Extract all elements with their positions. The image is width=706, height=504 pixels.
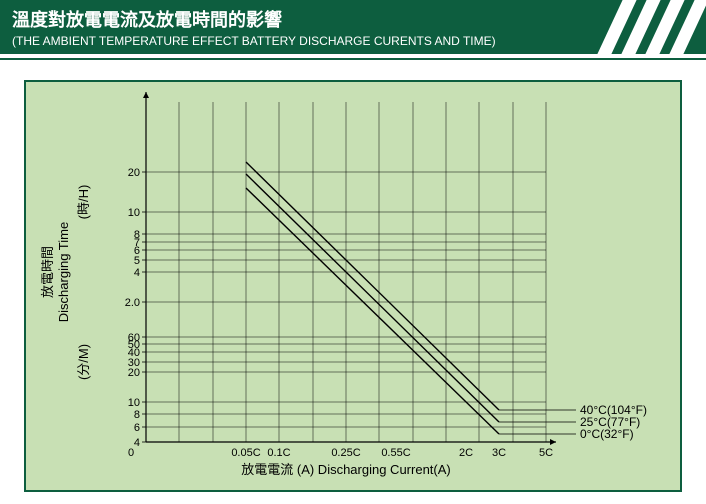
svg-text:(時/H): (時/H) <box>76 185 91 220</box>
svg-text:20: 20 <box>128 167 140 179</box>
svg-text:5C: 5C <box>539 447 553 459</box>
svg-text:2.0: 2.0 <box>125 297 140 309</box>
svg-text:0.25C: 0.25C <box>331 447 360 459</box>
svg-text:60: 60 <box>128 332 140 344</box>
svg-text:Discharging Time: Discharging Time <box>56 222 71 322</box>
discharge-chart: 4681020304050602.04567810200.05C0.1C0.25… <box>26 82 680 486</box>
svg-text:3C: 3C <box>492 447 506 459</box>
svg-text:0: 0 <box>128 447 134 459</box>
svg-text:0.55C: 0.55C <box>381 447 410 459</box>
svg-text:4: 4 <box>134 437 140 449</box>
svg-text:放電電流 (A) Discharging Current(A: 放電電流 (A) Discharging Current(A) <box>241 462 451 477</box>
header-stripes <box>586 0 706 54</box>
svg-text:0.1C: 0.1C <box>267 447 290 459</box>
svg-text:(分/M): (分/M) <box>76 344 91 380</box>
svg-text:4: 4 <box>134 267 140 279</box>
svg-text:10: 10 <box>128 207 140 219</box>
svg-text:0.05C: 0.05C <box>231 447 260 459</box>
header-underline <box>0 58 706 60</box>
svg-text:8: 8 <box>134 229 140 241</box>
svg-text:8: 8 <box>134 409 140 421</box>
svg-text:2C: 2C <box>459 447 473 459</box>
svg-text:0°C(32°F): 0°C(32°F) <box>580 427 634 441</box>
chart-container: 4681020304050602.04567810200.05C0.1C0.25… <box>24 80 682 492</box>
svg-text:10: 10 <box>128 397 140 409</box>
svg-text:放電時間: 放電時間 <box>40 246 55 298</box>
header-bar: 溫度對放電電流及放電時間的影響 (THE AMBIENT TEMPERATURE… <box>0 0 706 54</box>
svg-text:6: 6 <box>134 422 140 434</box>
